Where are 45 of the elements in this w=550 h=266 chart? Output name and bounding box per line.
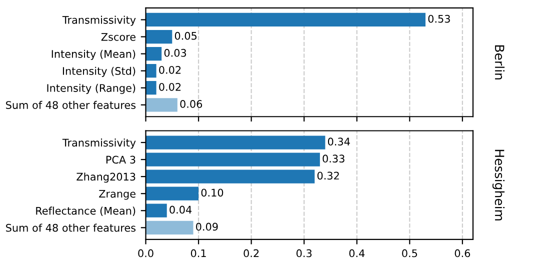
data-label: 0.02 [159,66,181,74]
data-label: 0.53 [428,14,450,23]
bar [146,30,172,44]
bar [146,170,315,184]
bar [146,46,162,61]
bar [146,186,199,200]
bar [146,64,156,78]
y-tick-label: Transmissivity [62,16,136,26]
y-tick-label: Transmissivity [62,138,136,149]
y-tick-label: Sum of 48 other features [6,224,136,232]
y-tick-label: Zscore [101,33,136,41]
y-tick-label: Zrange [99,190,136,200]
data-label: 0.10 [201,188,224,197]
bar [146,12,426,27]
y-tick-label: Intensity (Range) [47,84,136,94]
data-label: 0.05 [174,32,197,40]
bar [146,204,167,218]
bar [146,98,178,112]
y-tick-label: Zhang2013 [76,172,136,183]
data-label: 0.09 [196,222,218,231]
x-tick-label: 0.6 [454,249,470,258]
data-label: 0.04 [170,206,192,214]
bar [146,81,156,95]
data-label: 0.33 [322,154,344,163]
x-tick-label: 0.0 [138,249,154,258]
data-label: 0.02 [159,82,181,91]
data-label: 0.06 [180,100,202,108]
y-axis-title: Hessigheim [492,150,505,220]
y-tick-label: Sum of 48 other features [6,100,136,109]
bar [146,152,320,166]
x-tick-label: 0.4 [349,249,365,258]
y-tick-label: Reflectance (Mean) [36,206,136,216]
y-tick-label: Intensity (Mean) [52,50,136,60]
x-tick-label: 0.3 [296,249,312,258]
x-tick-label: 0.2 [244,249,259,258]
bar [146,220,194,234]
bar [146,136,326,150]
x-tick-label: 0.5 [402,249,418,258]
data-label: 0.34 [328,138,350,146]
x-tick-label: 0.1 [190,249,206,258]
data-label: 0.32 [317,172,339,180]
y-tick-label: Intensity (Std) [62,66,136,77]
y-axis-title: Berlin [494,45,505,80]
data-label: 0.03 [164,48,186,57]
y-tick-label: PCA 3 [106,156,136,164]
